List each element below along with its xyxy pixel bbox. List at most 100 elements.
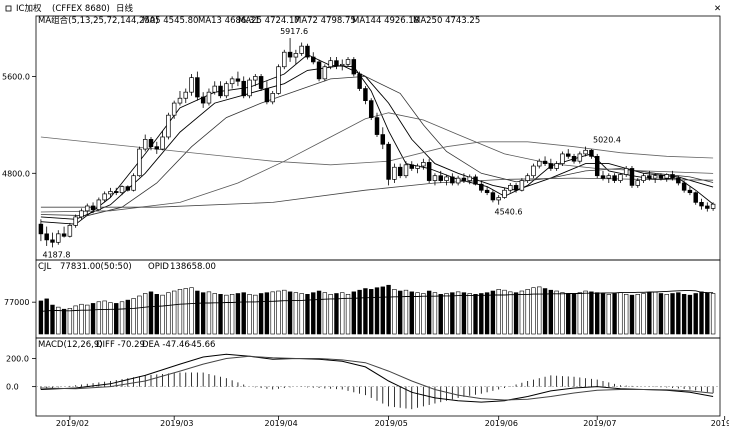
volume-bar xyxy=(73,305,78,335)
volume-bar xyxy=(276,290,281,335)
main-y-axis: 5600.0 4800.0 xyxy=(2,72,36,178)
candle-up xyxy=(392,166,397,180)
volume-bar xyxy=(264,292,270,335)
candle-down xyxy=(461,177,467,181)
candle-down xyxy=(705,205,710,209)
candle-down xyxy=(305,45,310,58)
opid-line xyxy=(40,290,714,312)
candle-up xyxy=(131,175,136,191)
candle-up xyxy=(618,174,623,181)
volume-bar xyxy=(67,308,73,335)
candle-up xyxy=(56,233,61,243)
volume-bar xyxy=(154,294,159,335)
close-icon[interactable]: ✕ xyxy=(714,4,721,14)
volume-bar xyxy=(56,306,61,335)
price-annotation: 4540.6 xyxy=(494,208,522,217)
candle-down xyxy=(154,146,160,150)
candle-up xyxy=(142,139,148,150)
candle-up xyxy=(73,216,78,226)
volume-bar xyxy=(96,301,102,335)
price-annotation: 4187.8 xyxy=(42,250,70,259)
y-tick-label: 4800.0 xyxy=(2,169,30,178)
candle-up xyxy=(85,205,90,212)
volume-bar xyxy=(403,289,409,335)
volume-bar xyxy=(311,292,316,335)
candle-up xyxy=(183,91,189,99)
x-tick-label: 2019/06 xyxy=(485,419,518,428)
candle-up xyxy=(508,185,513,191)
volume-bar xyxy=(299,293,304,335)
volume-bar xyxy=(502,289,507,335)
volume-bar xyxy=(641,293,646,335)
x-tick-label: 2019/04 xyxy=(264,419,297,428)
volume-bar xyxy=(531,287,536,335)
candle-down xyxy=(125,186,131,191)
candle-up xyxy=(403,164,409,177)
candle-down xyxy=(589,149,594,157)
x-tick-label: 2019/05 xyxy=(375,419,408,428)
volume-bar xyxy=(542,288,548,335)
volume-bar xyxy=(392,289,397,335)
candle-up xyxy=(537,160,542,167)
candle-down xyxy=(658,175,664,179)
volume-bar xyxy=(583,290,588,335)
candle-up xyxy=(554,163,559,169)
volume-bar xyxy=(61,308,67,335)
volume-bar xyxy=(166,292,171,335)
volume-bar xyxy=(415,292,420,335)
ma144-label: MA144 4926.18 xyxy=(352,16,419,26)
candle-down xyxy=(200,96,206,104)
volume-tick-label: 77000 xyxy=(4,298,29,307)
volume-bar xyxy=(229,294,235,335)
volume-bar xyxy=(444,293,449,335)
y-tick-label: 5600.0 xyxy=(2,72,30,81)
volume-bar xyxy=(687,294,693,335)
volume-bar xyxy=(699,291,704,335)
volume-bar xyxy=(200,292,206,335)
volume-bar xyxy=(397,290,403,335)
window-icon[interactable] xyxy=(5,5,12,12)
candle-down xyxy=(90,205,96,210)
candle-up xyxy=(206,91,212,104)
candle-down xyxy=(676,177,681,184)
candle-down xyxy=(374,117,380,135)
candle-up xyxy=(432,175,438,181)
volume-bar xyxy=(90,303,96,335)
candle-up xyxy=(229,78,235,85)
candle-down xyxy=(50,239,55,243)
candle-up xyxy=(339,63,345,66)
candle-up xyxy=(67,225,73,237)
candle-up xyxy=(623,168,629,175)
volume-bar xyxy=(473,294,478,335)
volume-bar xyxy=(612,293,617,335)
candle-up xyxy=(577,153,583,162)
candle-up xyxy=(166,114,171,138)
volume-bar xyxy=(664,294,669,335)
volume-bar xyxy=(258,293,264,335)
candle-up xyxy=(79,210,84,218)
candle-up xyxy=(224,83,229,97)
candle-up xyxy=(293,53,299,58)
volume-bar xyxy=(282,289,287,335)
candle-down xyxy=(600,175,606,179)
volume-bar xyxy=(647,292,652,335)
volume-bar xyxy=(455,291,461,335)
candle-up xyxy=(282,51,287,68)
candle-down xyxy=(612,175,617,181)
candle-up xyxy=(160,136,165,150)
volume-bar xyxy=(681,294,687,335)
candle-down xyxy=(38,223,44,235)
candle-up xyxy=(270,93,275,103)
candle-up xyxy=(322,66,328,80)
volume-bar xyxy=(676,292,681,335)
volume-bar xyxy=(119,301,125,335)
candle-down xyxy=(380,134,386,145)
ma-indicator-name: MA组合(5,13,25,72,144,250) xyxy=(38,15,159,26)
candle-up xyxy=(247,79,252,97)
ma250-label: MA250 4743.25 xyxy=(413,16,480,26)
volume-bar xyxy=(380,286,385,335)
volume-header: CJL 77831.00(50:50) OPID 138658.00 xyxy=(38,262,216,272)
x-tick-label: 2019/03 xyxy=(160,419,193,428)
candle-up xyxy=(606,175,612,179)
candle-down xyxy=(426,162,432,181)
